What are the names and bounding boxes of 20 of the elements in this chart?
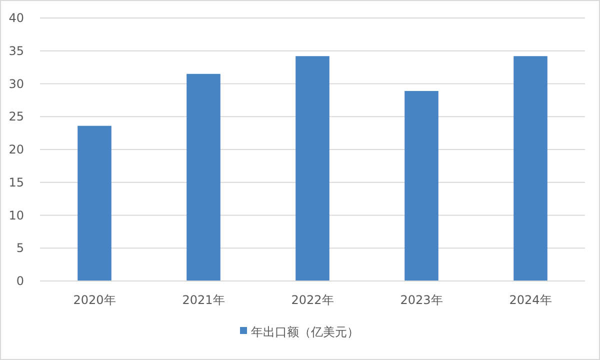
y-tick-label: 20	[8, 142, 24, 156]
bar	[296, 56, 330, 281]
legend-label: 年出口额（亿美元）	[251, 325, 359, 339]
x-tick-label: 2024年	[509, 293, 552, 307]
y-tick-label: 0	[16, 274, 24, 288]
bar	[514, 56, 548, 281]
bar	[78, 126, 112, 281]
y-tick-label: 35	[8, 44, 24, 58]
y-tick-label: 10	[8, 208, 24, 222]
x-tick-label: 2020年	[73, 293, 116, 307]
y-tick-label: 30	[8, 76, 24, 91]
bar	[186, 74, 220, 281]
x-tick-label: 2021年	[182, 293, 225, 307]
x-tick-label: 2022年	[291, 293, 334, 307]
y-tick-label: 40	[8, 11, 24, 25]
y-tick-label: 5	[16, 241, 24, 256]
y-tick-label: 25	[8, 110, 24, 124]
bar	[404, 90, 438, 281]
x-tick-label: 2023年	[400, 293, 443, 307]
y-tick-label: 15	[8, 175, 24, 190]
